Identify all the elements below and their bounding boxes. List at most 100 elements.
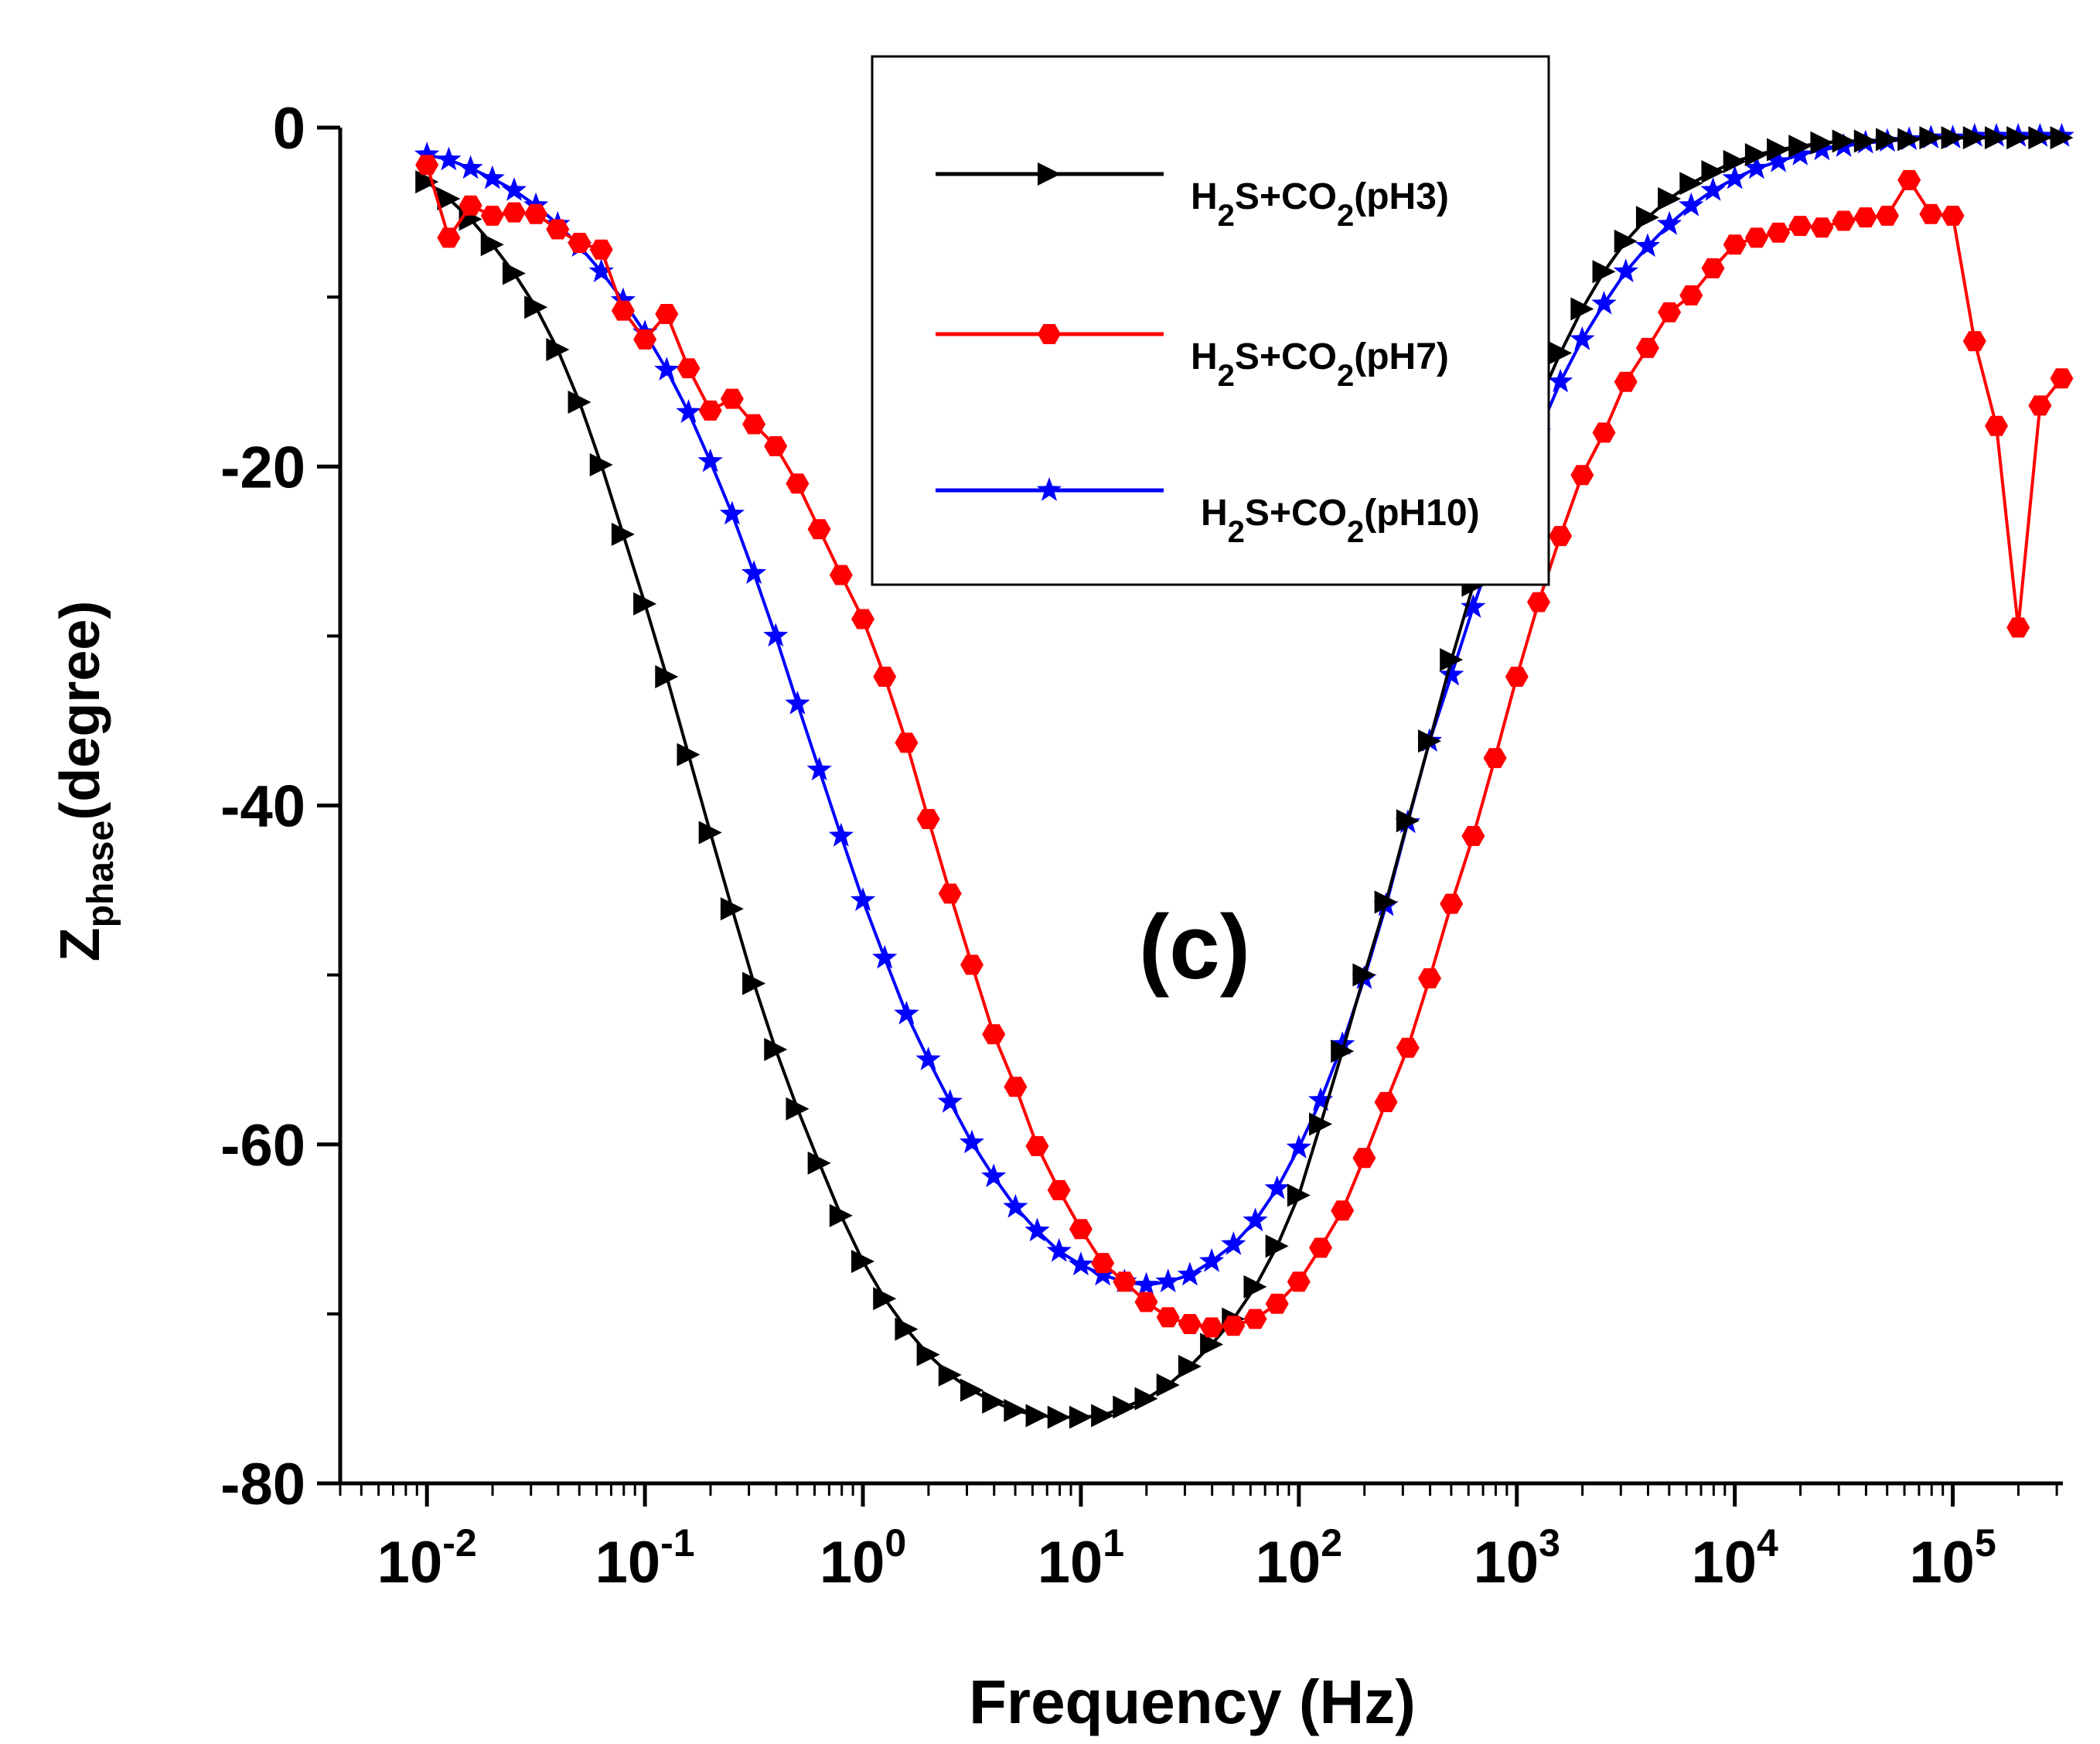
- data-point: [764, 436, 788, 456]
- data-point: [546, 338, 570, 362]
- data-point: [1265, 1293, 1289, 1314]
- x-tick-base: 10: [595, 1530, 661, 1596]
- data-point: [480, 233, 504, 257]
- x-tick-exponent: 1: [1103, 1521, 1124, 1565]
- x-axis-label: Frequency (Hz): [969, 1667, 1416, 1736]
- data-point: [524, 295, 548, 319]
- data-point: [1614, 371, 1638, 392]
- data-point: [786, 1097, 810, 1121]
- data-point: [1701, 258, 1725, 278]
- data-point: [873, 1287, 897, 1311]
- data-point: [982, 1390, 1006, 1414]
- data-point: [437, 187, 461, 211]
- x-tick-base: 10: [1256, 1530, 1321, 1596]
- data-point: [1025, 1136, 1049, 1156]
- data-point: [1134, 1387, 1158, 1411]
- data-point: [1853, 207, 1877, 228]
- data-point: [1004, 1398, 1028, 1422]
- data-point: [1396, 1037, 1420, 1058]
- x-tick-base: 10: [1038, 1530, 1103, 1596]
- data-point: [415, 170, 439, 194]
- data-point: [1592, 422, 1616, 443]
- data-point: [1024, 1217, 1050, 1242]
- x-tick-exponent: 2: [1321, 1521, 1342, 1565]
- x-tick-label: 101: [1038, 1521, 1124, 1596]
- data-point: [1549, 341, 1573, 365]
- data-point: [807, 519, 831, 540]
- data-point: [1439, 661, 1464, 686]
- data-point: [1331, 1200, 1355, 1221]
- data-point: [916, 809, 940, 829]
- x-tick-label: 105: [1909, 1521, 1996, 1596]
- data-point: [1876, 128, 1900, 152]
- series-layer: [414, 123, 2074, 1429]
- data-point: [1876, 206, 1899, 226]
- x-tick-exponent: 0: [885, 1521, 906, 1565]
- legend-subscript: 2: [1347, 515, 1364, 549]
- data-point: [502, 261, 526, 285]
- y-tick-label: -60: [220, 1113, 305, 1179]
- data-point: [1038, 162, 1061, 186]
- data-point: [1722, 165, 1747, 189]
- data-point: [1178, 1314, 1202, 1334]
- legend-subscript: 2: [1337, 199, 1354, 233]
- data-point: [1985, 415, 2008, 436]
- legend-item: H2S+CO2(pH7): [936, 324, 1449, 393]
- data-point: [1461, 826, 1485, 846]
- data-point: [742, 971, 766, 995]
- data-point: [828, 822, 854, 847]
- data-point: [458, 155, 483, 179]
- data-point: [1222, 1316, 1246, 1336]
- data-point: [589, 453, 613, 477]
- data-point: [1744, 227, 1768, 248]
- data-point: [1701, 159, 1725, 183]
- data-point: [2050, 368, 2074, 389]
- panel-label: (c): [1139, 896, 1250, 998]
- data-point: [698, 400, 722, 421]
- data-point: [938, 1363, 962, 1387]
- y-axis-label-rest: (degree): [49, 601, 111, 821]
- data-point: [1592, 260, 1616, 284]
- data-point: [1036, 477, 1062, 501]
- data-point: [1505, 667, 1529, 687]
- data-point: [1700, 177, 1726, 201]
- data-point: [677, 742, 701, 766]
- y-axis-label: Zphase(degree): [49, 601, 121, 962]
- data-point: [1941, 206, 1965, 226]
- data-point: [414, 142, 440, 166]
- legend-text: H: [1191, 176, 1218, 217]
- data-point: [1134, 1292, 1158, 1312]
- data-point: [589, 239, 613, 260]
- data-point: [829, 1203, 853, 1227]
- x-tick-label: 100: [820, 1521, 906, 1596]
- data-point: [1570, 297, 1594, 321]
- legend-text: (pH7): [1354, 336, 1449, 377]
- y-axis-label-main: Z: [49, 927, 111, 961]
- legend: H2S+CO2(pH3)H2S+CO2(pH7)H2S+CO2(pH10): [871, 55, 1550, 586]
- data-point: [1113, 1395, 1137, 1419]
- y-tick-label: -20: [220, 435, 305, 500]
- data-point: [872, 944, 898, 969]
- legend-text: (pH3): [1354, 176, 1449, 217]
- data-point: [873, 667, 897, 687]
- data-point: [1440, 648, 1464, 672]
- data-point: [1635, 233, 1661, 258]
- data-point: [698, 821, 722, 845]
- data-point: [1200, 1317, 1224, 1338]
- data-point: [1570, 465, 1594, 486]
- data-point: [742, 414, 766, 435]
- data-point: [1962, 126, 1986, 150]
- data-point: [503, 202, 526, 223]
- x-tick-base: 10: [377, 1530, 443, 1596]
- y-tick-label: -80: [220, 1452, 305, 1517]
- data-point: [524, 203, 548, 224]
- data-point: [850, 887, 876, 911]
- legend-text: S+CO: [1245, 493, 1347, 534]
- data-point: [981, 1163, 1007, 1188]
- x-tick-label: 104: [1691, 1521, 1778, 1596]
- data-point: [1658, 302, 1682, 323]
- data-point: [1177, 1261, 1203, 1286]
- x-tick-label: 102: [1256, 1521, 1342, 1596]
- data-point: [479, 165, 505, 189]
- data-point: [1897, 169, 1921, 190]
